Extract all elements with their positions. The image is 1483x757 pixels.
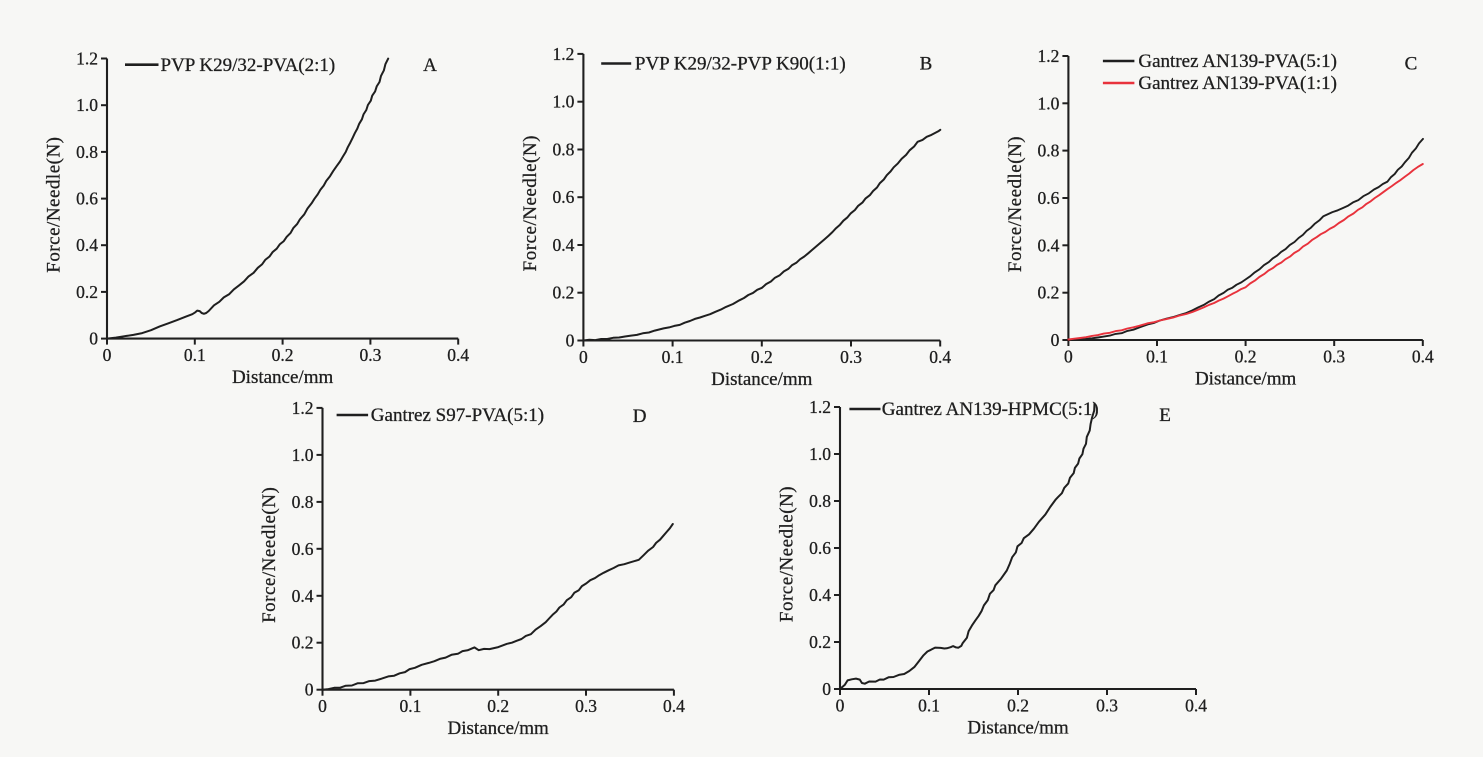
svg-text:0.8: 0.8 [76, 142, 98, 162]
svg-text:0: 0 [1051, 330, 1060, 350]
svg-text:0.2: 0.2 [1235, 347, 1257, 367]
svg-text:0.3: 0.3 [359, 345, 381, 365]
svg-text:0.4: 0.4 [663, 696, 685, 716]
svg-text:0: 0 [318, 696, 327, 716]
svg-text:0.2: 0.2 [1038, 283, 1060, 303]
svg-text:0.6: 0.6 [292, 539, 314, 559]
svg-text:0.8: 0.8 [1038, 141, 1060, 161]
svg-text:Gantrez AN139-HPMC(5:1): Gantrez AN139-HPMC(5:1) [882, 399, 1099, 420]
svg-text:0.4: 0.4 [929, 347, 951, 367]
svg-text:0: 0 [836, 696, 845, 716]
svg-text:Distance/mm: Distance/mm [711, 369, 813, 390]
svg-text:1.0: 1.0 [1038, 93, 1060, 113]
svg-text:0.2: 0.2 [809, 632, 831, 652]
svg-text:0: 0 [1064, 347, 1073, 367]
svg-text:0.6: 0.6 [1038, 188, 1060, 208]
svg-text:PVP K29/32-PVA(2:1): PVP K29/32-PVA(2:1) [161, 55, 336, 76]
svg-text:1.2: 1.2 [1038, 46, 1060, 66]
svg-text:0: 0 [89, 329, 98, 349]
svg-text:Distance/mm: Distance/mm [967, 718, 1069, 739]
svg-text:0: 0 [305, 680, 314, 700]
svg-text:0: 0 [822, 679, 831, 699]
svg-text:0: 0 [103, 345, 112, 365]
svg-text:1.0: 1.0 [809, 444, 831, 464]
svg-text:Force/Needle(N): Force/Needle(N) [520, 135, 541, 271]
svg-text:0.3: 0.3 [1323, 347, 1345, 367]
svg-text:D: D [633, 406, 647, 427]
svg-text:Distance/mm: Distance/mm [1195, 369, 1297, 390]
svg-text:1.0: 1.0 [76, 95, 98, 115]
svg-text:1.2: 1.2 [76, 49, 98, 69]
svg-text:1.2: 1.2 [809, 397, 831, 417]
svg-text:Force/Needle(N): Force/Needle(N) [777, 486, 798, 622]
svg-text:0.4: 0.4 [1185, 696, 1207, 716]
svg-text:Force/Needle(N): Force/Needle(N) [1005, 136, 1026, 272]
svg-text:0.1: 0.1 [918, 696, 940, 716]
svg-text:A: A [423, 55, 437, 76]
svg-text:0.4: 0.4 [809, 585, 831, 605]
svg-text:0.3: 0.3 [840, 347, 862, 367]
svg-text:0.1: 0.1 [399, 696, 421, 716]
svg-text:0.8: 0.8 [809, 491, 831, 511]
svg-text:0: 0 [566, 331, 575, 351]
svg-text:Gantrez S97-PVA(5:1): Gantrez S97-PVA(5:1) [371, 405, 544, 426]
svg-text:0.4: 0.4 [1412, 347, 1434, 367]
svg-text:0.2: 0.2 [751, 347, 773, 367]
svg-text:0.2: 0.2 [487, 696, 509, 716]
svg-text:0.4: 0.4 [76, 235, 98, 255]
svg-text:0.2: 0.2 [292, 633, 314, 653]
svg-text:Distance/mm: Distance/mm [232, 367, 334, 388]
svg-text:0.4: 0.4 [292, 586, 314, 606]
svg-text:0.6: 0.6 [809, 538, 831, 558]
svg-text:0.3: 0.3 [575, 696, 597, 716]
svg-text:0.4: 0.4 [447, 345, 469, 365]
svg-text:1.2: 1.2 [292, 398, 314, 418]
svg-text:B: B [920, 54, 933, 75]
svg-text:0.6: 0.6 [553, 187, 575, 207]
svg-text:0: 0 [579, 347, 588, 367]
svg-text:1.0: 1.0 [292, 445, 314, 465]
svg-text:Gantrez AN139-PVA(1:1): Gantrez AN139-PVA(1:1) [1138, 73, 1337, 94]
svg-text:0.1: 0.1 [1146, 347, 1168, 367]
svg-text:0.4: 0.4 [553, 235, 575, 255]
svg-text:1.2: 1.2 [553, 44, 575, 64]
svg-text:Force/Needle(N): Force/Needle(N) [44, 136, 65, 272]
svg-text:0.2: 0.2 [272, 345, 294, 365]
svg-text:0.1: 0.1 [662, 347, 684, 367]
svg-text:0.4: 0.4 [1038, 235, 1060, 255]
svg-text:0.2: 0.2 [1007, 696, 1029, 716]
svg-text:0.3: 0.3 [1096, 696, 1118, 716]
svg-text:E: E [1159, 405, 1171, 426]
svg-text:Force/Needle(N): Force/Needle(N) [259, 487, 280, 623]
svg-text:Distance/mm: Distance/mm [448, 718, 550, 739]
svg-text:1.0: 1.0 [553, 92, 575, 112]
svg-text:0.1: 0.1 [184, 345, 206, 365]
svg-text:0.6: 0.6 [76, 189, 98, 209]
svg-text:Gantrez AN139-PVA(5:1): Gantrez AN139-PVA(5:1) [1138, 51, 1337, 72]
svg-text:0.2: 0.2 [553, 283, 575, 303]
svg-text:C: C [1405, 54, 1418, 75]
svg-text:0.8: 0.8 [292, 492, 314, 512]
svg-text:PVP K29/32-PVP K90(1:1): PVP K29/32-PVP K90(1:1) [635, 54, 846, 75]
svg-text:0.8: 0.8 [553, 140, 575, 160]
svg-text:0.2: 0.2 [76, 282, 98, 302]
